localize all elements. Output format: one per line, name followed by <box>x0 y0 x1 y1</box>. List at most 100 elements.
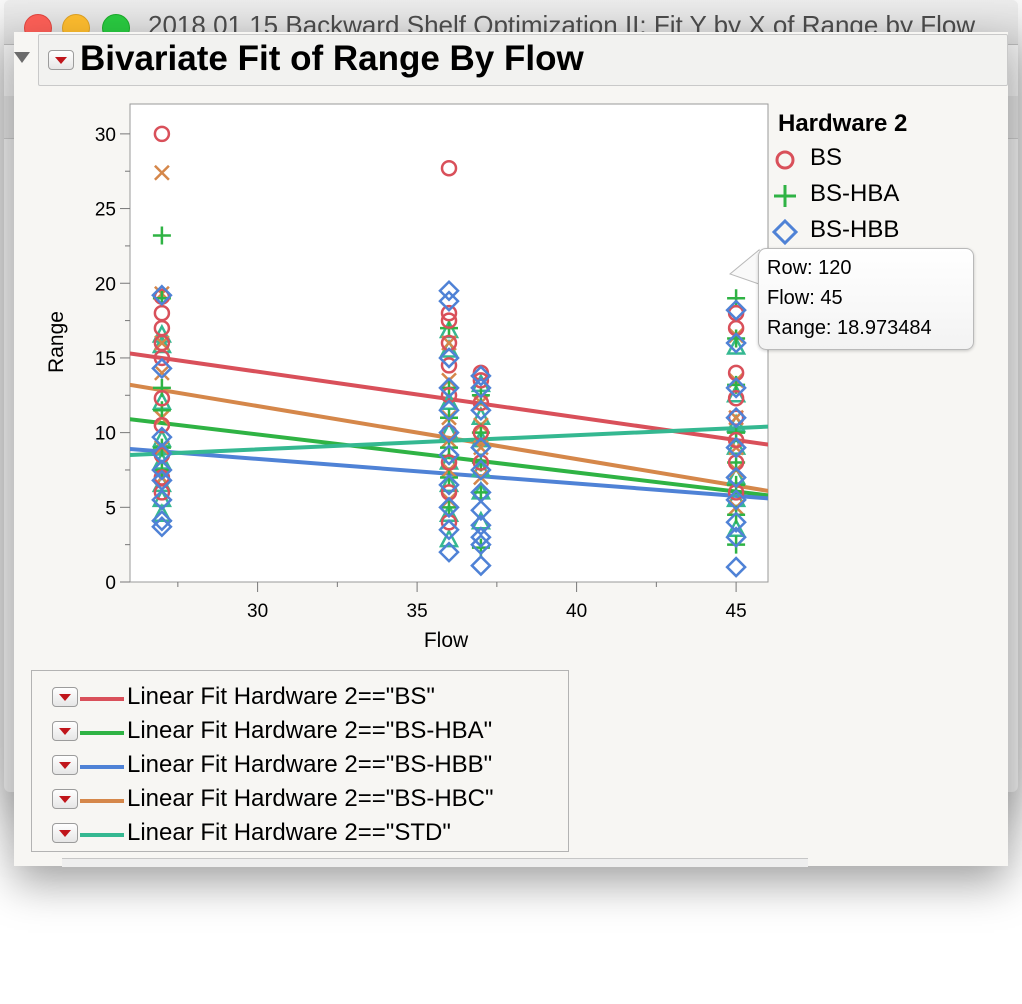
data-point-triangle[interactable] <box>438 528 460 548</box>
fit-row-bs-hbb[interactable]: Linear Fit Hardware 2=="BS-HBB" <box>32 749 568 783</box>
data-point-diamond[interactable] <box>438 444 460 466</box>
data-point-circle[interactable] <box>440 304 458 322</box>
fit-line-swatch <box>80 799 124 803</box>
data-point-diamond[interactable] <box>470 377 492 399</box>
legend-item-bs-hbb[interactable]: BS-HBB <box>770 216 970 248</box>
data-point-diamond[interactable] <box>725 511 747 534</box>
fit-line-swatch <box>80 731 124 735</box>
plus-marker-icon <box>774 185 796 207</box>
disclosure-triangle-icon[interactable] <box>14 52 30 63</box>
fit-label: Linear Fit Hardware 2=="STD" <box>127 819 451 846</box>
data-point-x[interactable] <box>154 364 170 381</box>
data-point-diamond[interactable] <box>725 436 747 459</box>
y-tick-label: 5 <box>105 498 116 519</box>
data-point-circle[interactable] <box>440 357 458 374</box>
scatter-chart: 0 5 10 15 20 25 30 30 35 40 45 Flow Range <box>45 103 769 652</box>
data-point-circle[interactable] <box>153 416 171 434</box>
data-point-diamond[interactable] <box>151 284 173 306</box>
data-point-plus[interactable] <box>471 483 490 502</box>
x-axis-title: Flow <box>424 629 469 652</box>
data-point-circle[interactable] <box>727 431 745 449</box>
data-point-triangle[interactable] <box>151 503 172 523</box>
legend-label: BS <box>810 144 843 171</box>
data-point-plus[interactable] <box>440 498 458 517</box>
circle-marker-icon <box>775 150 795 170</box>
data-point-plus[interactable] <box>152 378 171 397</box>
fit-label: Linear Fit Hardware 2=="BS-HBB" <box>127 751 493 778</box>
y-tick-label: 25 <box>95 200 116 221</box>
data-point-diamond[interactable] <box>725 299 747 321</box>
data-point-diamond[interactable] <box>725 332 747 354</box>
data-point-diamond[interactable] <box>438 279 460 302</box>
y-tick-label: 30 <box>95 125 116 146</box>
data-point-plus[interactable] <box>727 289 746 308</box>
x-tick-label: 40 <box>566 601 587 622</box>
data-point-circle[interactable] <box>440 424 458 441</box>
data-point-diamond[interactable] <box>470 399 492 421</box>
red-triangle-menu-icon[interactable] <box>52 755 78 775</box>
fit-row-bs-hbc[interactable]: Linear Fit Hardware 2=="BS-HBC" <box>32 783 568 817</box>
data-point-circle[interactable] <box>440 312 458 329</box>
y-tick-label: 15 <box>95 349 116 370</box>
red-triangle-menu-icon[interactable] <box>48 50 74 70</box>
data-point-diamond[interactable] <box>725 556 747 578</box>
data-point-circle[interactable] <box>727 409 745 426</box>
data-point-triangle[interactable] <box>438 473 460 493</box>
y-tick-label: 0 <box>105 573 116 594</box>
data-point-circle[interactable] <box>153 125 171 143</box>
fit-line-swatch <box>80 697 124 701</box>
data-point-diamond[interactable] <box>438 474 460 496</box>
data-point-circle[interactable] <box>472 372 490 389</box>
data-point-diamond[interactable] <box>470 459 492 481</box>
data-point-diamond[interactable] <box>438 541 460 563</box>
data-point-diamond[interactable] <box>470 499 492 522</box>
tooltip-range: Range: 18.973484 <box>767 317 932 339</box>
data-point-circle[interactable] <box>153 484 171 501</box>
red-triangle-menu-icon[interactable] <box>52 823 78 843</box>
data-point-diamond[interactable] <box>470 533 492 556</box>
data-point-diamond[interactable] <box>470 526 492 548</box>
data-point-diamond[interactable] <box>438 518 460 541</box>
red-triangle-menu-icon[interactable] <box>52 789 78 809</box>
tooltip-pointer <box>728 248 762 285</box>
data-point-diamond[interactable] <box>725 466 747 489</box>
data-point-diamond[interactable] <box>725 526 747 548</box>
legend-item-bs[interactable]: BS <box>770 144 970 176</box>
legend-item-bs-hba[interactable]: BS-HBA <box>770 180 970 212</box>
data-point-diamond[interactable] <box>438 377 460 399</box>
data-point-x[interactable] <box>154 164 170 181</box>
data-point-diamond[interactable] <box>470 365 492 387</box>
data-point-diamond[interactable] <box>438 421 460 444</box>
data-point-circle[interactable] <box>153 390 171 407</box>
data-point-diamond[interactable] <box>151 515 173 538</box>
data-point-diamond[interactable] <box>151 489 173 511</box>
data-point-diamond[interactable] <box>725 377 747 399</box>
data-point-diamond[interactable] <box>470 554 492 577</box>
data-point-circle[interactable] <box>440 454 458 471</box>
data-point-diamond[interactable] <box>151 509 173 532</box>
data-point-circle[interactable] <box>440 159 458 177</box>
data-point-circle[interactable] <box>153 349 171 367</box>
fit-row-bs[interactable]: Linear Fit Hardware 2=="BS" <box>32 681 568 715</box>
data-point-diamond[interactable] <box>151 357 173 380</box>
fit-row-bs-hba[interactable]: Linear Fit Hardware 2=="BS-HBA" <box>32 715 568 749</box>
data-point-diamond[interactable] <box>725 406 747 429</box>
fit-line-swatch <box>80 765 124 769</box>
data-point-diamond[interactable] <box>470 436 492 459</box>
fit-row-std[interactable]: Linear Fit Hardware 2=="STD" <box>32 817 568 851</box>
data-point-diamond[interactable] <box>438 496 460 519</box>
data-point-circle[interactable] <box>727 390 745 407</box>
legend-title: Hardware 2 <box>778 110 908 137</box>
data-point-diamond[interactable] <box>725 489 747 511</box>
data-point-diamond[interactable] <box>438 290 460 312</box>
red-triangle-menu-icon[interactable] <box>52 687 78 707</box>
legend-label: BS-HBB <box>810 216 900 243</box>
data-point-diamond[interactable] <box>438 347 460 369</box>
red-triangle-menu-icon[interactable] <box>52 721 78 741</box>
data-point-plus[interactable] <box>152 226 171 245</box>
report-title: Bivariate Fit of Range By Flow <box>80 39 584 78</box>
fit-line-bs-hba[interactable] <box>130 417 768 498</box>
data-point-diamond[interactable] <box>151 459 173 481</box>
data-point-diamond[interactable] <box>438 399 460 421</box>
fit-label: Linear Fit Hardware 2=="BS" <box>127 683 435 710</box>
